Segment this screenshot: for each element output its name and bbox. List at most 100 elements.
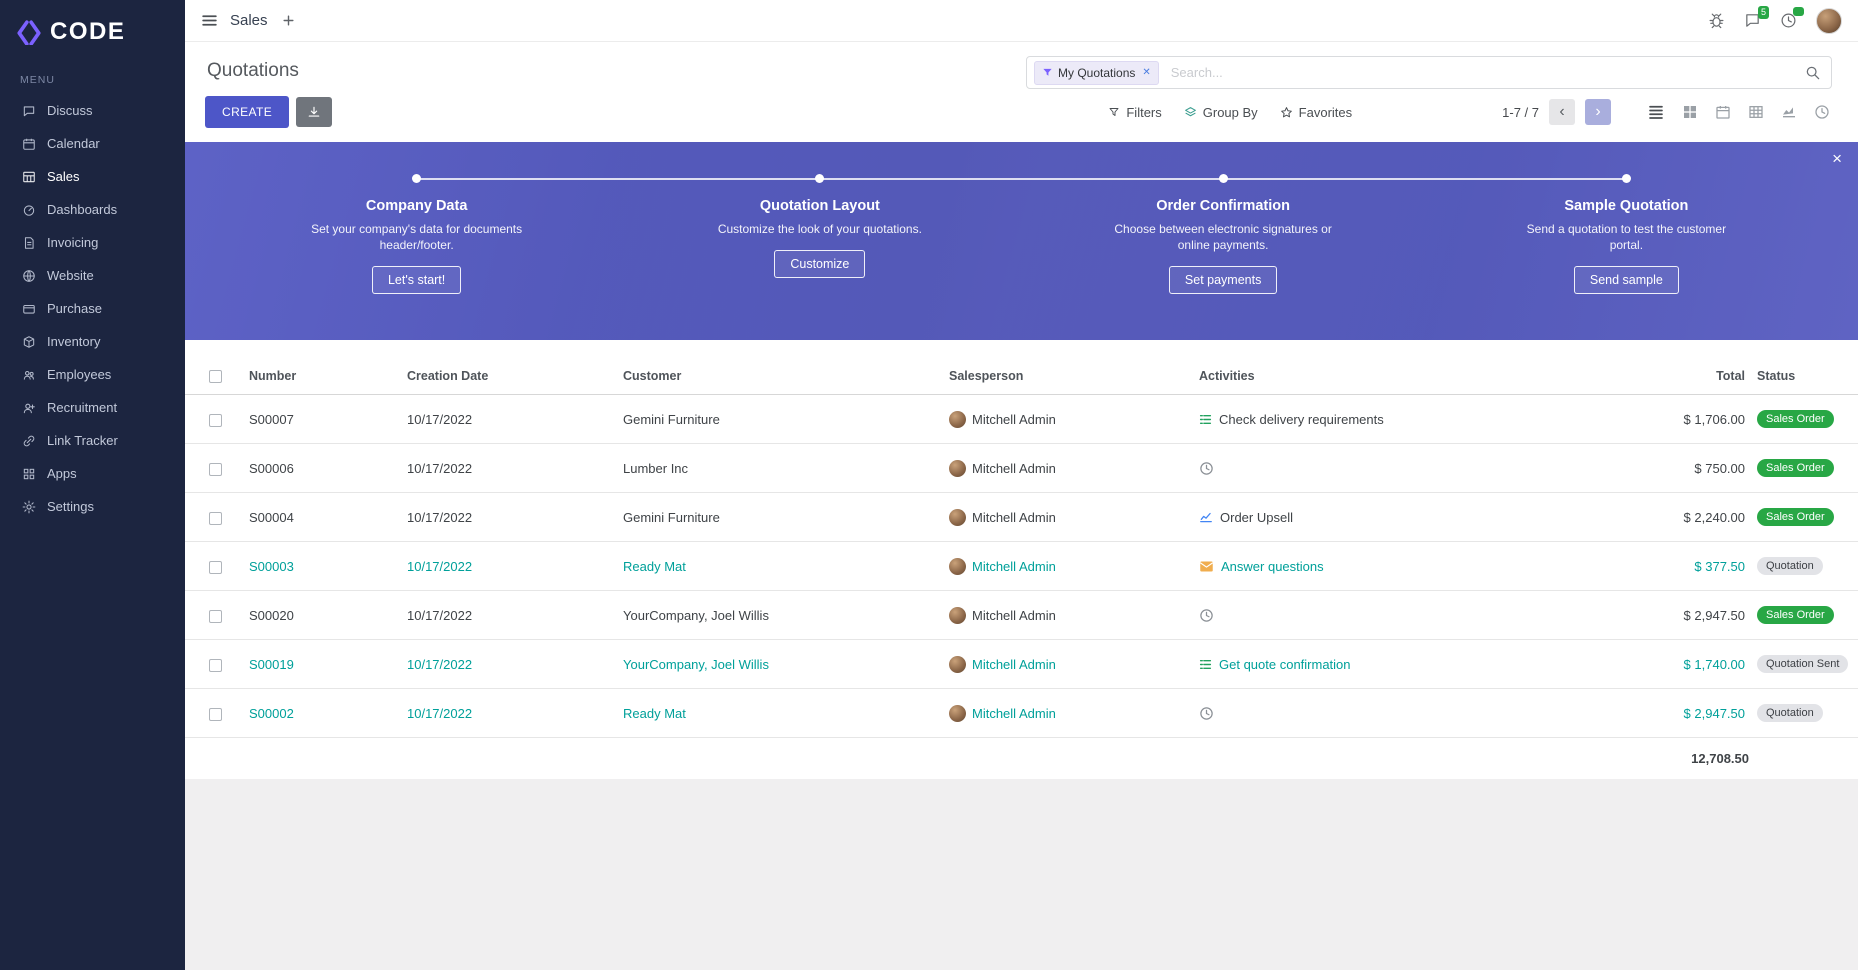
row-checkbox[interactable]: [208, 658, 222, 672]
quotation-number[interactable]: S00003: [245, 541, 403, 592]
clock-icon[interactable]: [1199, 608, 1214, 623]
activity-label[interactable]: Order Upsell: [1220, 509, 1293, 525]
kanban-view-icon[interactable]: [1682, 104, 1698, 120]
sidebar-item-sales[interactable]: Sales: [0, 160, 185, 193]
search-bar[interactable]: My Quotations ✕ Search...: [1026, 56, 1832, 89]
quotation-number[interactable]: S00019: [245, 639, 403, 690]
column-header-number[interactable]: Number: [245, 358, 403, 396]
sidebar-item-apps[interactable]: Apps: [0, 457, 185, 490]
column-header-status[interactable]: Status: [1753, 358, 1858, 396]
chat-icon[interactable]: 5: [1744, 6, 1769, 29]
apps-grid-icon: [21, 467, 36, 481]
column-header-customer[interactable]: Customer: [619, 358, 945, 396]
app-logo[interactable]: CODE: [0, 0, 185, 60]
row-checkbox[interactable]: [208, 560, 222, 574]
table-row[interactable]: S00007 10/17/2022 Gemini Furniture Mitch…: [185, 394, 1858, 445]
column-header-total[interactable]: Total: [1657, 358, 1753, 396]
search-icon[interactable]: [1805, 65, 1821, 81]
pivot-view-icon[interactable]: [1748, 104, 1764, 120]
salesperson-cell: Mitchell Admin: [945, 688, 1195, 739]
quotation-number[interactable]: S00004: [245, 492, 403, 543]
clock-icon[interactable]: [1199, 706, 1214, 721]
activity-clock-icon[interactable]: [1780, 7, 1804, 29]
hamburger-menu-icon[interactable]: [201, 12, 218, 29]
sidebar-item-employees[interactable]: Employees: [0, 358, 185, 391]
column-header-activities[interactable]: Activities: [1195, 358, 1657, 396]
calendar-view-icon[interactable]: [1715, 104, 1731, 120]
filters-button[interactable]: Filters: [1108, 105, 1162, 120]
graph-view-icon[interactable]: [1781, 104, 1797, 120]
quotation-number[interactable]: S00007: [245, 394, 403, 445]
document-icon: [21, 236, 36, 250]
sidebar-item-discuss[interactable]: Discuss: [0, 94, 185, 127]
quotation-number[interactable]: S00006: [245, 443, 403, 494]
set-payments-button[interactable]: Set payments: [1168, 266, 1278, 295]
salesperson-avatar: [949, 508, 966, 526]
pager-next-button[interactable]: ›: [1585, 99, 1611, 125]
customize-button[interactable]: Customize: [774, 250, 866, 279]
activity-label[interactable]: Check delivery requirements: [1219, 411, 1384, 427]
credit-card-icon: [21, 302, 36, 316]
activity-label[interactable]: Get quote confirmation: [1219, 656, 1351, 672]
sidebar-item-purchase[interactable]: Purchase: [0, 292, 185, 325]
tasks-icon[interactable]: [1199, 413, 1212, 426]
group-by-button[interactable]: Group By: [1184, 105, 1258, 120]
lets-start-button[interactable]: Let's start!: [371, 266, 462, 295]
row-checkbox[interactable]: [208, 462, 222, 476]
sidebar-item-recruitment[interactable]: Recruitment: [0, 391, 185, 424]
favorites-button[interactable]: Favorites: [1280, 105, 1352, 120]
row-checkbox[interactable]: [208, 511, 222, 525]
activity-label[interactable]: Answer questions: [1221, 558, 1324, 574]
table-row[interactable]: S00019 10/17/2022 YourCompany, Joel Will…: [185, 639, 1858, 690]
sidebar-item-label: Recruitment: [47, 400, 118, 415]
user-avatar[interactable]: [1816, 7, 1842, 34]
table-row[interactable]: S00020 10/17/2022 YourCompany, Joel Will…: [185, 590, 1858, 641]
sidebar-item-dashboards[interactable]: Dashboards: [0, 193, 185, 226]
row-checkbox[interactable]: [208, 609, 222, 623]
column-header-salesperson[interactable]: Salesperson: [945, 358, 1195, 396]
banner-close-icon[interactable]: ×: [1832, 149, 1842, 168]
table-row[interactable]: S00006 10/17/2022 Lumber Inc Mitchell Ad…: [185, 443, 1858, 494]
plus-icon[interactable]: [282, 14, 295, 27]
status-badge: Sales Order: [1757, 508, 1834, 527]
table-row[interactable]: S00004 10/17/2022 Gemini Furniture Mitch…: [185, 492, 1858, 543]
table-row[interactable]: S00002 10/17/2022 Ready Mat Mitchell Adm…: [185, 688, 1858, 739]
quotation-number[interactable]: S00020: [245, 590, 403, 641]
envelope-icon[interactable]: [1199, 559, 1214, 574]
facet-remove-icon[interactable]: ✕: [1142, 67, 1151, 78]
total-amount: $ 1,740.00: [1657, 639, 1753, 690]
pager-previous-button[interactable]: ‹: [1549, 99, 1575, 125]
sidebar-item-inventory[interactable]: Inventory: [0, 325, 185, 358]
step-dot: [815, 174, 825, 183]
sidebar-item-calendar[interactable]: Calendar: [0, 127, 185, 160]
row-checkbox[interactable]: [208, 707, 222, 721]
sidebar: CODE MENU Discuss Calendar Sales Dashboa…: [0, 0, 185, 970]
sidebar-item-website[interactable]: Website: [0, 259, 185, 292]
sidebar-item-link-tracker[interactable]: Link Tracker: [0, 424, 185, 457]
total-amount: $ 377.50: [1657, 541, 1753, 592]
bug-icon[interactable]: [1708, 12, 1725, 29]
menu-section-label: MENU: [20, 74, 55, 86]
activity-view-icon[interactable]: [1814, 104, 1830, 120]
create-button[interactable]: CREATE: [205, 96, 290, 128]
table-row[interactable]: S00003 10/17/2022 Ready Mat Mitchell Adm…: [185, 541, 1858, 592]
send-sample-button[interactable]: Send sample: [1573, 266, 1679, 295]
status-badge: Quotation: [1757, 557, 1823, 576]
content-background: [185, 779, 1858, 970]
salesperson-cell: Mitchell Admin: [945, 639, 1195, 690]
column-header-date[interactable]: Creation Date: [403, 358, 619, 396]
layers-icon: [1184, 106, 1197, 119]
list-view-icon[interactable]: [1647, 103, 1665, 121]
export-button[interactable]: [296, 97, 333, 127]
current-app-name[interactable]: Sales: [230, 12, 268, 29]
row-checkbox[interactable]: [208, 413, 222, 427]
sidebar-item-settings[interactable]: Settings: [0, 490, 185, 523]
sidebar-item-invoicing[interactable]: Invoicing: [0, 226, 185, 259]
line-chart-icon[interactable]: [1199, 510, 1213, 524]
quotation-number[interactable]: S00002: [245, 688, 403, 739]
select-all-checkbox[interactable]: [208, 370, 222, 384]
search-facet[interactable]: My Quotations ✕: [1034, 60, 1159, 85]
clock-icon[interactable]: [1199, 461, 1214, 476]
topbar: Sales 5: [185, 0, 1858, 42]
tasks-icon[interactable]: [1199, 658, 1212, 671]
